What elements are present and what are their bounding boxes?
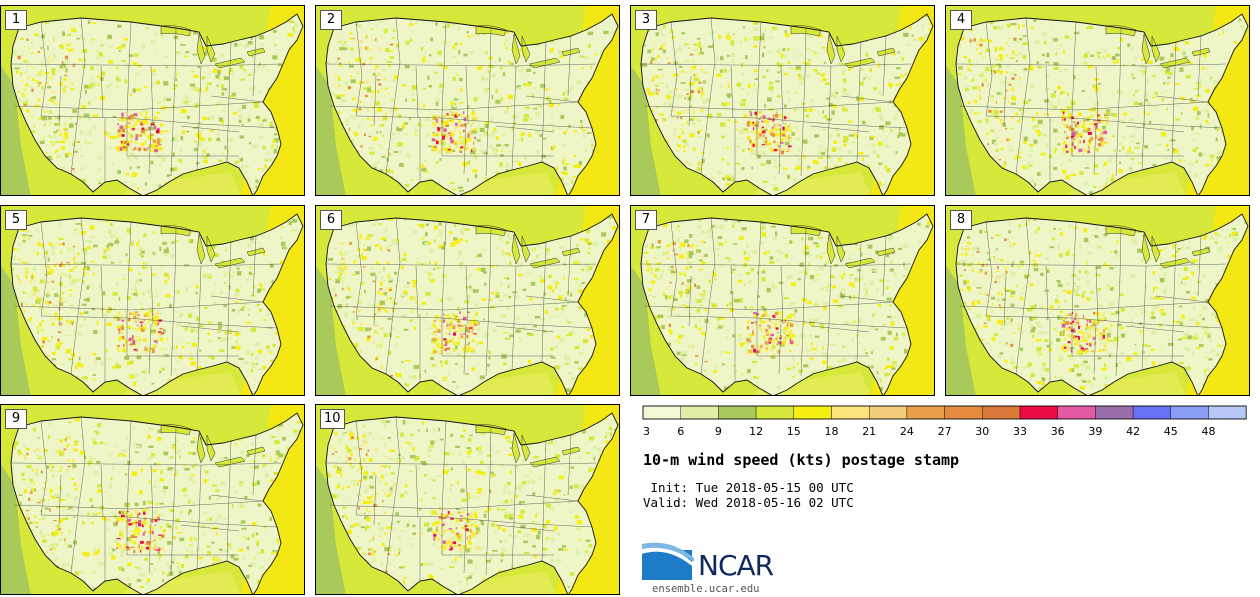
colorbar-tick-label: 21 [862, 425, 876, 438]
member-number-label: 4 [950, 10, 972, 30]
member-number-label: 8 [950, 210, 972, 230]
colorbar-swatch [944, 405, 983, 420]
ensemble-member-panel-8[interactable]: 8 [945, 205, 1250, 396]
member-number-label: 7 [635, 210, 657, 230]
colorbar-swatch [680, 405, 719, 420]
wind-speed-map [946, 206, 1249, 395]
init-time: Init: Tue 2018-05-15 00 UTC [643, 480, 854, 495]
colorbar-swatch [1132, 405, 1172, 420]
ensemble-member-panel-7[interactable]: 7 [630, 205, 935, 396]
wind-speed-map [631, 206, 934, 395]
colorbar-swatch [831, 405, 870, 420]
colorbar-tick-label: 12 [749, 425, 763, 438]
colorbar-swatch [1170, 405, 1209, 420]
ensemble-member-panel-5[interactable]: 5 [0, 205, 305, 396]
colorbar-swatch [1095, 405, 1134, 420]
valid-time: Valid: Wed 2018-05-16 02 UTC [643, 495, 854, 510]
member-number-label: 10 [320, 409, 345, 429]
member-number-label: 1 [5, 10, 27, 30]
wind-speed-map [316, 405, 619, 594]
colorbar-tick-label: 27 [938, 425, 952, 438]
colorbar-tick-label: 33 [1013, 425, 1027, 438]
member-number-label: 3 [635, 10, 657, 30]
colorbar-swatch [1019, 405, 1058, 420]
colorbar-tick-label: 48 [1202, 425, 1216, 438]
ncar-logo[interactable]: NCAR [642, 540, 792, 582]
colorbar-swatch [868, 405, 908, 420]
colorbar-tick-label: 24 [900, 425, 914, 438]
colorbar-tick-label: 39 [1088, 425, 1102, 438]
colorbar-swatch [906, 405, 945, 420]
ncar-logo-icon [642, 542, 694, 580]
product-title: 10-m wind speed (kts) postage stamp [643, 451, 960, 469]
colorbar-tick-label: 42 [1126, 425, 1140, 438]
colorbar-tick-label: 45 [1164, 425, 1178, 438]
member-number-label: 2 [320, 10, 342, 30]
wind-speed-map [316, 6, 619, 195]
ensemble-member-panel-4[interactable]: 4 [945, 5, 1250, 196]
website-url[interactable]: ensemble.ucar.edu [652, 583, 760, 595]
colorbar-swatch [982, 405, 1021, 420]
member-number-label: 9 [5, 409, 27, 429]
colorbar-tick-label: 18 [825, 425, 839, 438]
colorbar-swatch [1057, 405, 1096, 420]
ensemble-member-panel-10[interactable]: 10 [315, 404, 620, 595]
colorbar-tick-label: 36 [1051, 425, 1065, 438]
ensemble-member-panel-2[interactable]: 2 [315, 5, 620, 196]
member-number-label: 5 [5, 210, 27, 230]
colorbar-tick-label: 6 [677, 425, 684, 438]
colorbar-tick-label: 3 [643, 425, 650, 438]
wind-speed-map [1, 405, 304, 594]
colorbar-tick-label: 15 [787, 425, 801, 438]
wind-speed-map [1, 6, 304, 195]
colorbar-swatch [718, 405, 757, 420]
wind-speed-map [946, 6, 1249, 195]
ncar-logo-text: NCAR [698, 549, 774, 582]
wind-speed-map [1, 206, 304, 395]
wind-speed-map [316, 206, 619, 395]
wind-speed-colorbar: 3 6 9 12 15 18 21 24 27 30 33 36 39 42 45 48 [642, 405, 1247, 438]
colorbar-swatch [1208, 405, 1247, 420]
ensemble-member-panel-9[interactable]: 9 [0, 404, 305, 595]
colorbar-swatch [755, 405, 794, 420]
ensemble-member-panel-6[interactable]: 6 [315, 205, 620, 396]
colorbar-outline [642, 405, 1247, 420]
colorbar-tick-label: 9 [715, 425, 722, 438]
member-number-label: 6 [320, 210, 342, 230]
ensemble-member-panel-1[interactable]: 1 [0, 5, 305, 196]
colorbar-swatch [642, 405, 681, 420]
colorbar-swatch [793, 405, 832, 420]
wind-speed-map [631, 6, 934, 195]
ensemble-member-panel-3[interactable]: 3 [630, 5, 935, 196]
colorbar-tick-label: 30 [975, 425, 989, 438]
